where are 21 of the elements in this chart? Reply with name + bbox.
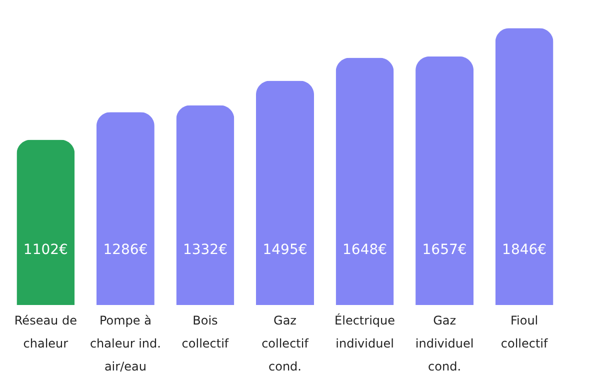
data-label: 1102€: [23, 242, 68, 258]
x-tick-label: Réseau de chaleur: [14, 314, 77, 350]
data-label: 1286€: [103, 242, 148, 258]
data-label: 1846€: [502, 242, 547, 258]
bar: [416, 56, 474, 305]
bar: [495, 28, 554, 305]
x-tick-label: Bois collectif: [182, 314, 230, 350]
data-label: 1657€: [422, 242, 467, 258]
x-tick-label: Pompe à chaleur ind. air/eau: [90, 314, 161, 374]
x-tick-label: Gaz collectif cond.: [262, 314, 310, 374]
bar: [16, 140, 75, 305]
x-tick-label: Fioul collectif: [500, 314, 549, 350]
x-tick-label: Électrique individuel: [334, 312, 396, 350]
bar: [256, 80, 314, 305]
x-tick-label: Gaz individuel cond.: [415, 314, 474, 374]
bar: [336, 58, 394, 305]
data-label: 1648€: [342, 242, 388, 258]
bar: [176, 105, 234, 305]
bar: [96, 112, 154, 305]
data-label: 1495€: [262, 242, 308, 258]
data-label: 1332€: [182, 242, 228, 258]
